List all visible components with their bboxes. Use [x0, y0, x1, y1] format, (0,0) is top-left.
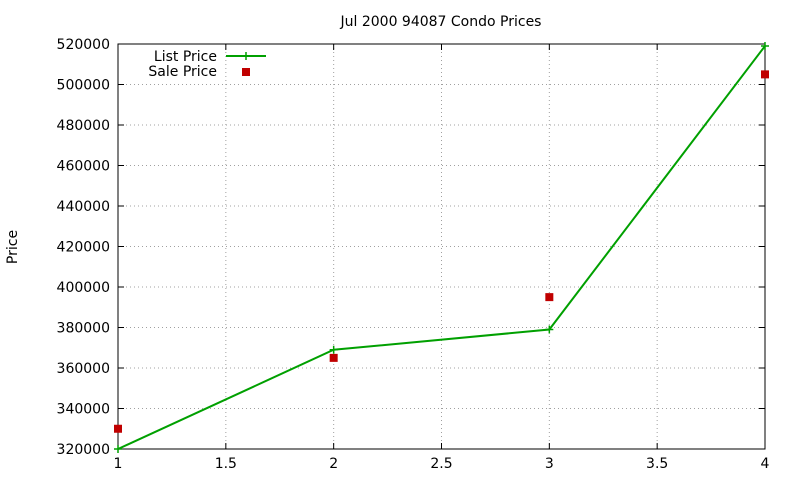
sale-price-point [545, 293, 554, 302]
x-tick-label: 1.5 [215, 456, 237, 472]
y-axis-label: Price [5, 230, 21, 264]
y-tick-label: 460000 [57, 159, 110, 175]
sale-price-point [761, 70, 769, 79]
y-tick-label: 380000 [57, 321, 110, 337]
list-price-point [761, 42, 769, 51]
x-tick-label: 2.5 [430, 456, 452, 472]
x-tick-label: 1 [114, 456, 123, 472]
y-tick-label: 480000 [57, 118, 110, 134]
x-tick-label: 2 [329, 456, 338, 472]
sale-price-point [329, 353, 338, 362]
y-tick-label: 320000 [57, 442, 110, 458]
y-axis-tick-labels: 320000 340000 360000 380000 400000 420000 4400… [57, 37, 110, 458]
y-tick-label: 500000 [57, 78, 110, 94]
list-price-line [117, 45, 766, 450]
y-tick-label: 340000 [57, 402, 110, 418]
x-tick-label: 4 [761, 456, 770, 472]
y-tick-label: 520000 [57, 37, 110, 53]
y-tick-label: 420000 [57, 240, 110, 256]
legend-marker-list-price [242, 52, 250, 60]
x-tick-label: 3.5 [646, 456, 668, 472]
legend-label-list-price: List Price [154, 49, 217, 65]
list-price-point [329, 345, 338, 354]
x-axis-tick-labels: 1 1.5 2 2.5 3 3.5 4 [114, 456, 770, 472]
legend: List Price Sale Price [148, 49, 266, 80]
grid [118, 44, 765, 449]
y-tick-label: 440000 [57, 199, 110, 215]
y-tick-label: 360000 [57, 361, 110, 377]
series [114, 42, 769, 453]
list-price-point [545, 325, 554, 334]
chart-title: Jul 2000 94087 Condo Prices [340, 14, 542, 30]
y-tick-label: 400000 [57, 280, 110, 296]
legend-marker-sale-price [242, 68, 250, 76]
x-tick-label: 3 [545, 456, 554, 472]
ticks [117, 43, 766, 450]
legend-label-sale-price: Sale Price [148, 64, 217, 80]
sale-price-point [114, 424, 122, 433]
list-price-point [114, 445, 122, 453]
